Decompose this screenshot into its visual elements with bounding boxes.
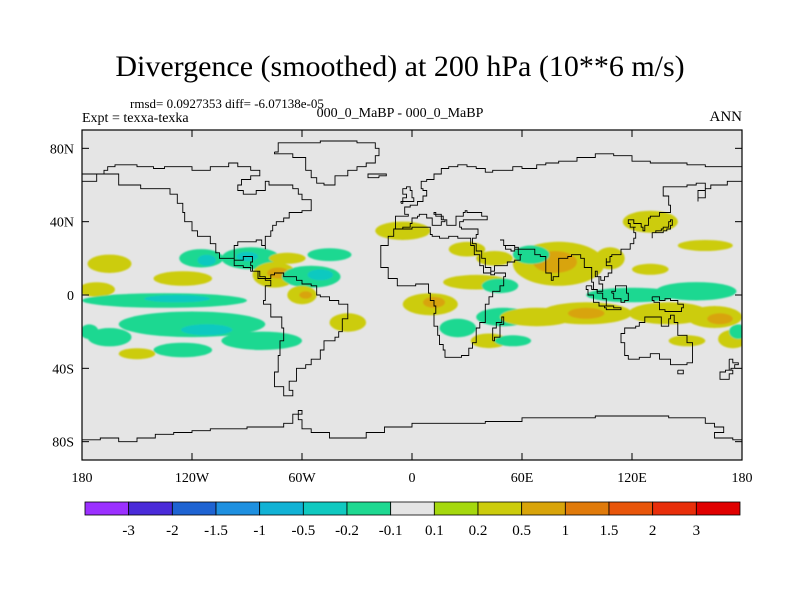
colorbar-swatch — [346, 501, 392, 516]
coastline — [620, 314, 693, 366]
colorbar-label: -0.5 — [291, 523, 315, 539]
coastline — [401, 180, 742, 292]
colorbar-swatch — [84, 501, 130, 516]
case-label: 000_0_MaBP - 000_0_MaBP — [316, 106, 484, 121]
colorbar-swatch — [521, 501, 566, 516]
divergence-patch — [655, 282, 737, 301]
coastline — [82, 162, 349, 397]
coastline — [651, 296, 684, 312]
x-tick-label: 120W — [175, 471, 210, 486]
divergence-patch — [439, 318, 477, 338]
divergence-patch — [707, 313, 733, 325]
divergence-patch — [82, 282, 115, 297]
colorbar-label: 0.1 — [425, 523, 444, 539]
divergence-patch — [144, 295, 211, 303]
colorbar-label: -2 — [166, 523, 179, 539]
x-tick-label: 60W — [288, 471, 316, 486]
divergence-patch — [87, 328, 132, 347]
divergence-patch — [494, 335, 532, 347]
coastline — [400, 186, 415, 204]
coastline — [274, 140, 380, 186]
colorbar-swatch — [608, 501, 654, 516]
colorbar-swatch — [433, 501, 479, 516]
colorbar-label: -3 — [122, 523, 135, 539]
coastline — [367, 173, 387, 179]
coastline — [380, 226, 506, 358]
divergence-patch — [82, 324, 99, 339]
rmsd-diff-stats: rmsd= 0.0927353 diff= -6.07138e-05 — [130, 96, 324, 111]
colorbar-swatch — [302, 501, 348, 516]
coastline — [677, 369, 684, 375]
y-tick-label: 40S — [52, 362, 74, 377]
colorbar-label: -1.5 — [204, 523, 228, 539]
divergence-patch — [307, 248, 352, 262]
x-tick-label: 180 — [72, 471, 93, 486]
divergence-patch — [632, 263, 669, 275]
colorbar-swatch — [171, 501, 217, 516]
divergence-patch — [118, 348, 156, 360]
divergence-patch — [729, 324, 742, 339]
colorbar-swatch — [390, 501, 435, 516]
experiment-label: Expt = texxa-texka — [82, 111, 189, 126]
divergence-patch — [512, 245, 550, 264]
divergence-patch — [586, 287, 678, 303]
colorbar-label: 0.2 — [469, 523, 488, 539]
divergence-patch — [375, 221, 431, 240]
plot-title: Divergence (smoothed) at 200 hPa (10**6 … — [115, 50, 685, 83]
divergence-patch — [221, 331, 302, 350]
coastline — [492, 316, 505, 342]
divergence-patch — [153, 271, 213, 286]
colorbar-swatch — [652, 501, 697, 516]
coastline — [604, 305, 622, 311]
coastline — [611, 285, 629, 303]
divergence-patch — [87, 254, 132, 273]
divergence-patch — [567, 307, 605, 319]
y-tick-label: 80S — [52, 436, 74, 451]
colorbar-label: 2 — [649, 523, 657, 539]
y-tick-label: 40N — [50, 216, 74, 231]
colorbar-label: 0.5 — [512, 523, 531, 539]
colorbar-label: 3 — [693, 523, 701, 539]
x-tick-label: 120E — [617, 471, 647, 486]
x-tick-label: 60E — [511, 471, 534, 486]
season-label: ANN — [709, 109, 743, 125]
colorbar-label: -0.1 — [379, 523, 403, 539]
colorbar: -3 -2 -1.5 -1 -0.5 -0.2 -0.1 0.1 0.2 0.5 1 1.5 2 3 — [84, 501, 741, 539]
colorbar-swatch — [215, 501, 261, 516]
x-tick-label: 0 — [409, 471, 416, 486]
coastline — [651, 219, 673, 239]
divergence-patch — [329, 313, 367, 332]
divergence-patch — [269, 252, 306, 264]
x-tick-label: 180 — [732, 471, 753, 486]
colorbar-swatch — [477, 501, 523, 516]
colorbar-swatch — [259, 501, 304, 516]
divergence-patch — [299, 291, 313, 299]
coastline — [395, 153, 742, 230]
colorbar-label: -0.2 — [335, 523, 359, 539]
coastline-layer — [82, 140, 742, 443]
colorbar-swatch — [564, 501, 610, 516]
divergence-patch — [181, 324, 233, 336]
divergence-patch — [197, 254, 216, 266]
colorbar-swatch — [695, 501, 741, 516]
axis-ticks: 180 120W 60W 0 60E 120E 180 80N 40N 0 40S 80S — [50, 130, 753, 486]
divergence-patch — [307, 269, 334, 281]
colorbar-label: 1 — [562, 523, 570, 539]
divergence-patch — [677, 240, 733, 251]
y-tick-label: 80N — [50, 142, 74, 157]
colorbar-label: 1.5 — [600, 523, 619, 539]
coastline — [719, 358, 739, 380]
divergence-patch — [153, 342, 213, 358]
colorbar-swatch — [128, 501, 173, 516]
colorbar-label: -1 — [253, 523, 266, 539]
coastline — [82, 410, 742, 443]
y-tick-label: 0 — [67, 289, 74, 304]
